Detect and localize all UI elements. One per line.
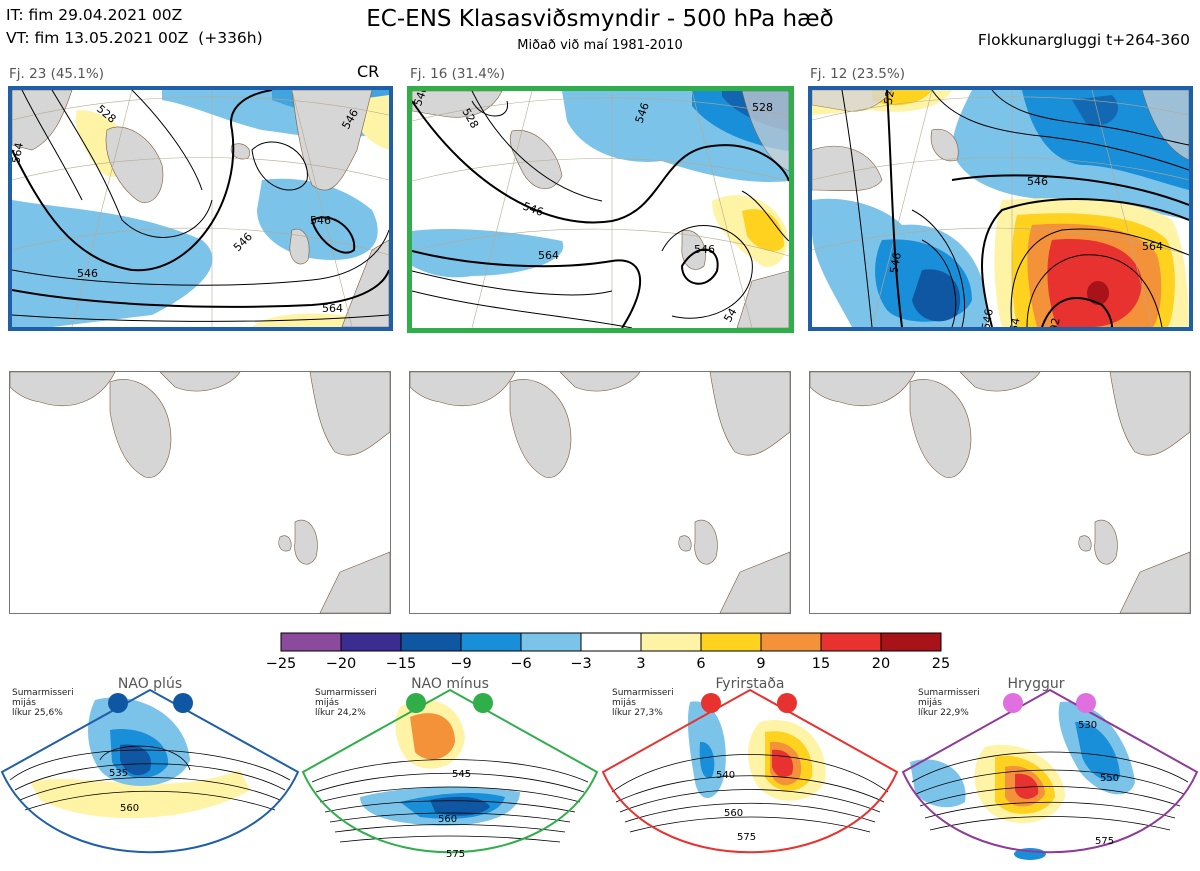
header-run-info: IT: fim 29.04.2021 00Z VT: fim 13.05.202… [6,4,263,50]
contour-label: 54 [1007,317,1022,327]
colorbar-segment [460,632,522,652]
regime-4-contour-label: 550 [1100,773,1120,784]
contour-label: 546 [694,243,715,256]
regime-1-title: NAO plús [117,676,183,692]
regime-dots [108,693,1096,713]
contour-label: 546 [979,308,995,327]
colorbar-tick-label: −3 [570,656,592,672]
contour-label: 564 [1142,240,1163,253]
regime-2-note: Sumarmisseri mijás líkur 24,2% [315,688,377,718]
initial-time: IT: fim 29.04.2021 00Z [6,6,183,24]
colorbar-tick-label: 9 [756,656,766,672]
regime-ridge-sector [901,688,1199,860]
colorbar-segment [340,632,402,652]
contour-label: 564 [538,249,559,262]
regime-3-contour-label: 540 [716,770,736,781]
colorbar-segment [880,632,942,652]
contour-label: 92 [1047,317,1062,327]
regime-2-contour-label: 560 [438,814,458,825]
regime-nao-minus-sector [301,688,599,854]
colorbar-segment [760,632,822,652]
regime-2-contour-label: 545 [452,769,472,780]
regime-3-contour-label: 560 [724,808,744,819]
regime-3-contour-label: 575 [737,832,757,843]
contour-label: 546 [887,252,903,275]
regime-3-title: Fyrirstaða [715,676,785,692]
colorbar-segment [400,632,462,652]
regime-3-note: Sumarmisseri mijás líkur 27,3% [612,688,674,718]
regime-dot [406,693,426,713]
blank-map-2 [409,371,791,614]
regime-dot [701,693,721,713]
regime-dot [473,693,493,713]
regime-4-note: Sumarmisseri mijás líkur 22,9% [918,688,980,718]
contour-label: 564 [12,142,26,165]
page-title: EC-ENS Klasasviðsmyndir - 500 hPa hæð [366,6,834,32]
contour-label: 546 [1027,175,1048,188]
colorbar [280,632,942,652]
regime-dot [1003,693,1023,713]
regime-1-contour-label: 535 [109,768,129,779]
regime-blocking-sector [601,688,899,854]
page-subtitle: Miðað við maí 1981-2010 [517,38,683,53]
regime-1-contour-label: 560 [120,803,140,814]
colorbar-segment [820,632,882,652]
cluster-1-regime-tag: CR [357,62,380,81]
cluster-3-label: Fj. 12 (23.5%) [810,66,905,82]
colorbar-tick-label: 6 [696,656,706,672]
regime-dot [777,693,797,713]
regime-sectors [0,688,1199,860]
cluster-1-map: 564 546 546 546 546 564 528 [8,86,393,331]
regime-2-title: NAO mínus [411,676,489,692]
contour-label: 546 [310,214,331,227]
colorbar-tick-label: −20 [325,656,357,672]
regime-4-title: Hryggur [1007,676,1065,692]
cluster-2-map: 546 528 546 546 564 546 528 54 [407,86,794,333]
colorbar-segment [640,632,702,652]
contour-label: 54 [721,306,739,325]
regime-nao-plus-sector [0,688,300,854]
regime-dot [173,693,193,713]
colorbar-tick-label: −15 [385,656,417,672]
colorbar-segment [580,632,642,652]
contour-label: 564 [322,302,343,315]
cluster-2-label: Fj. 16 (31.4%) [410,66,505,82]
colorbar-segment [700,632,762,652]
regime-dot [108,693,128,713]
regime-4-contour-label: 575 [1095,836,1115,847]
classification-window: Flokkunargluggi t+264-360 [977,31,1190,49]
valid-time: VT: fim 13.05.2021 00Z (+336h) [6,29,263,47]
contour-label: 528 [882,90,898,105]
regime-dot [1076,693,1096,713]
colorbar-tick-label: 25 [931,656,951,672]
colorbar-tick-label: −25 [265,656,297,672]
cluster-1-label: Fj. 23 (45.1%) [9,66,104,82]
colorbar-tick-label: 15 [811,656,831,672]
contour-label: 546 [77,267,98,280]
regime-2-contour-label: 575 [446,849,466,860]
colorbar-tick-label: 20 [871,656,891,672]
blank-map-1 [9,371,391,614]
colorbar-tick-label: 3 [636,656,646,672]
colorbar-segment [280,632,342,652]
contour-label: 528 [752,101,773,114]
cluster-3-map: 528 546 546 564 546 54 92 [808,86,1193,331]
regime-1-note: Sumarmisseri mijás líkur 25,6% [12,688,74,718]
blank-map-3 [809,371,1191,614]
colorbar-tick-label: −6 [510,656,532,672]
regime-4-contour-label: 530 [1078,720,1098,731]
colorbar-segment [520,632,582,652]
colorbar-tick-label: −9 [450,656,472,672]
